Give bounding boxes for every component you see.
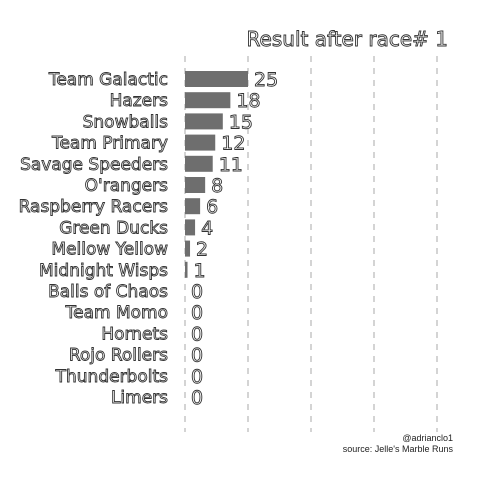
team-label: Snowballs [83,112,169,132]
value-label: 12 [221,133,245,155]
bar [185,219,196,236]
value-label: 2 [196,239,208,261]
value-label: 0 [191,302,203,324]
bar [185,134,216,151]
team-label: Raspberry Racers [19,197,169,217]
bar [185,198,201,215]
value-label: 4 [201,217,213,239]
value-label: 25 [254,69,278,91]
bars [185,71,248,278]
bar [185,155,213,172]
team-label: Green Ducks [59,218,168,238]
team-label: Team Momo [65,303,168,323]
value-label: 18 [236,90,260,112]
value-label: 6 [206,196,218,218]
team-label: Thunderbolts [55,367,169,387]
value-label: 0 [191,323,203,345]
team-label: Team Primary [51,134,168,154]
bar [185,113,223,130]
value-label: 15 [229,111,253,133]
gridlines [184,56,438,432]
team-label: Hornets [101,324,168,344]
caption-source: source: Jelle's Marble Runs [343,444,454,454]
value-label: 1 [194,260,206,282]
team-label: Mellow Yellow [51,240,168,260]
bar [185,177,206,193]
team-label: Team Galactic [48,70,168,90]
bar [185,71,248,87]
team-label: Hazers [110,91,169,111]
chart-title: Result after race# 1 [247,27,448,51]
bar [185,261,188,278]
team-label: Rojo Rollers [69,346,168,366]
value-label: 11 [219,154,243,176]
caption-author: @adrianclo1 [402,433,453,443]
team-label: Midnight Wisps [39,261,168,281]
value-label: 0 [191,281,203,303]
bar [185,92,231,109]
team-label: Limers [111,388,168,408]
team-label: Savage Speeders [20,155,168,175]
value-label: 8 [211,175,223,197]
value-label: 0 [191,366,203,388]
team-label: O'rangers [85,176,168,196]
bar [185,240,191,257]
value-label: 0 [191,345,203,367]
team-label: Balls of Chaos [48,282,168,302]
value-label: 0 [191,387,203,409]
